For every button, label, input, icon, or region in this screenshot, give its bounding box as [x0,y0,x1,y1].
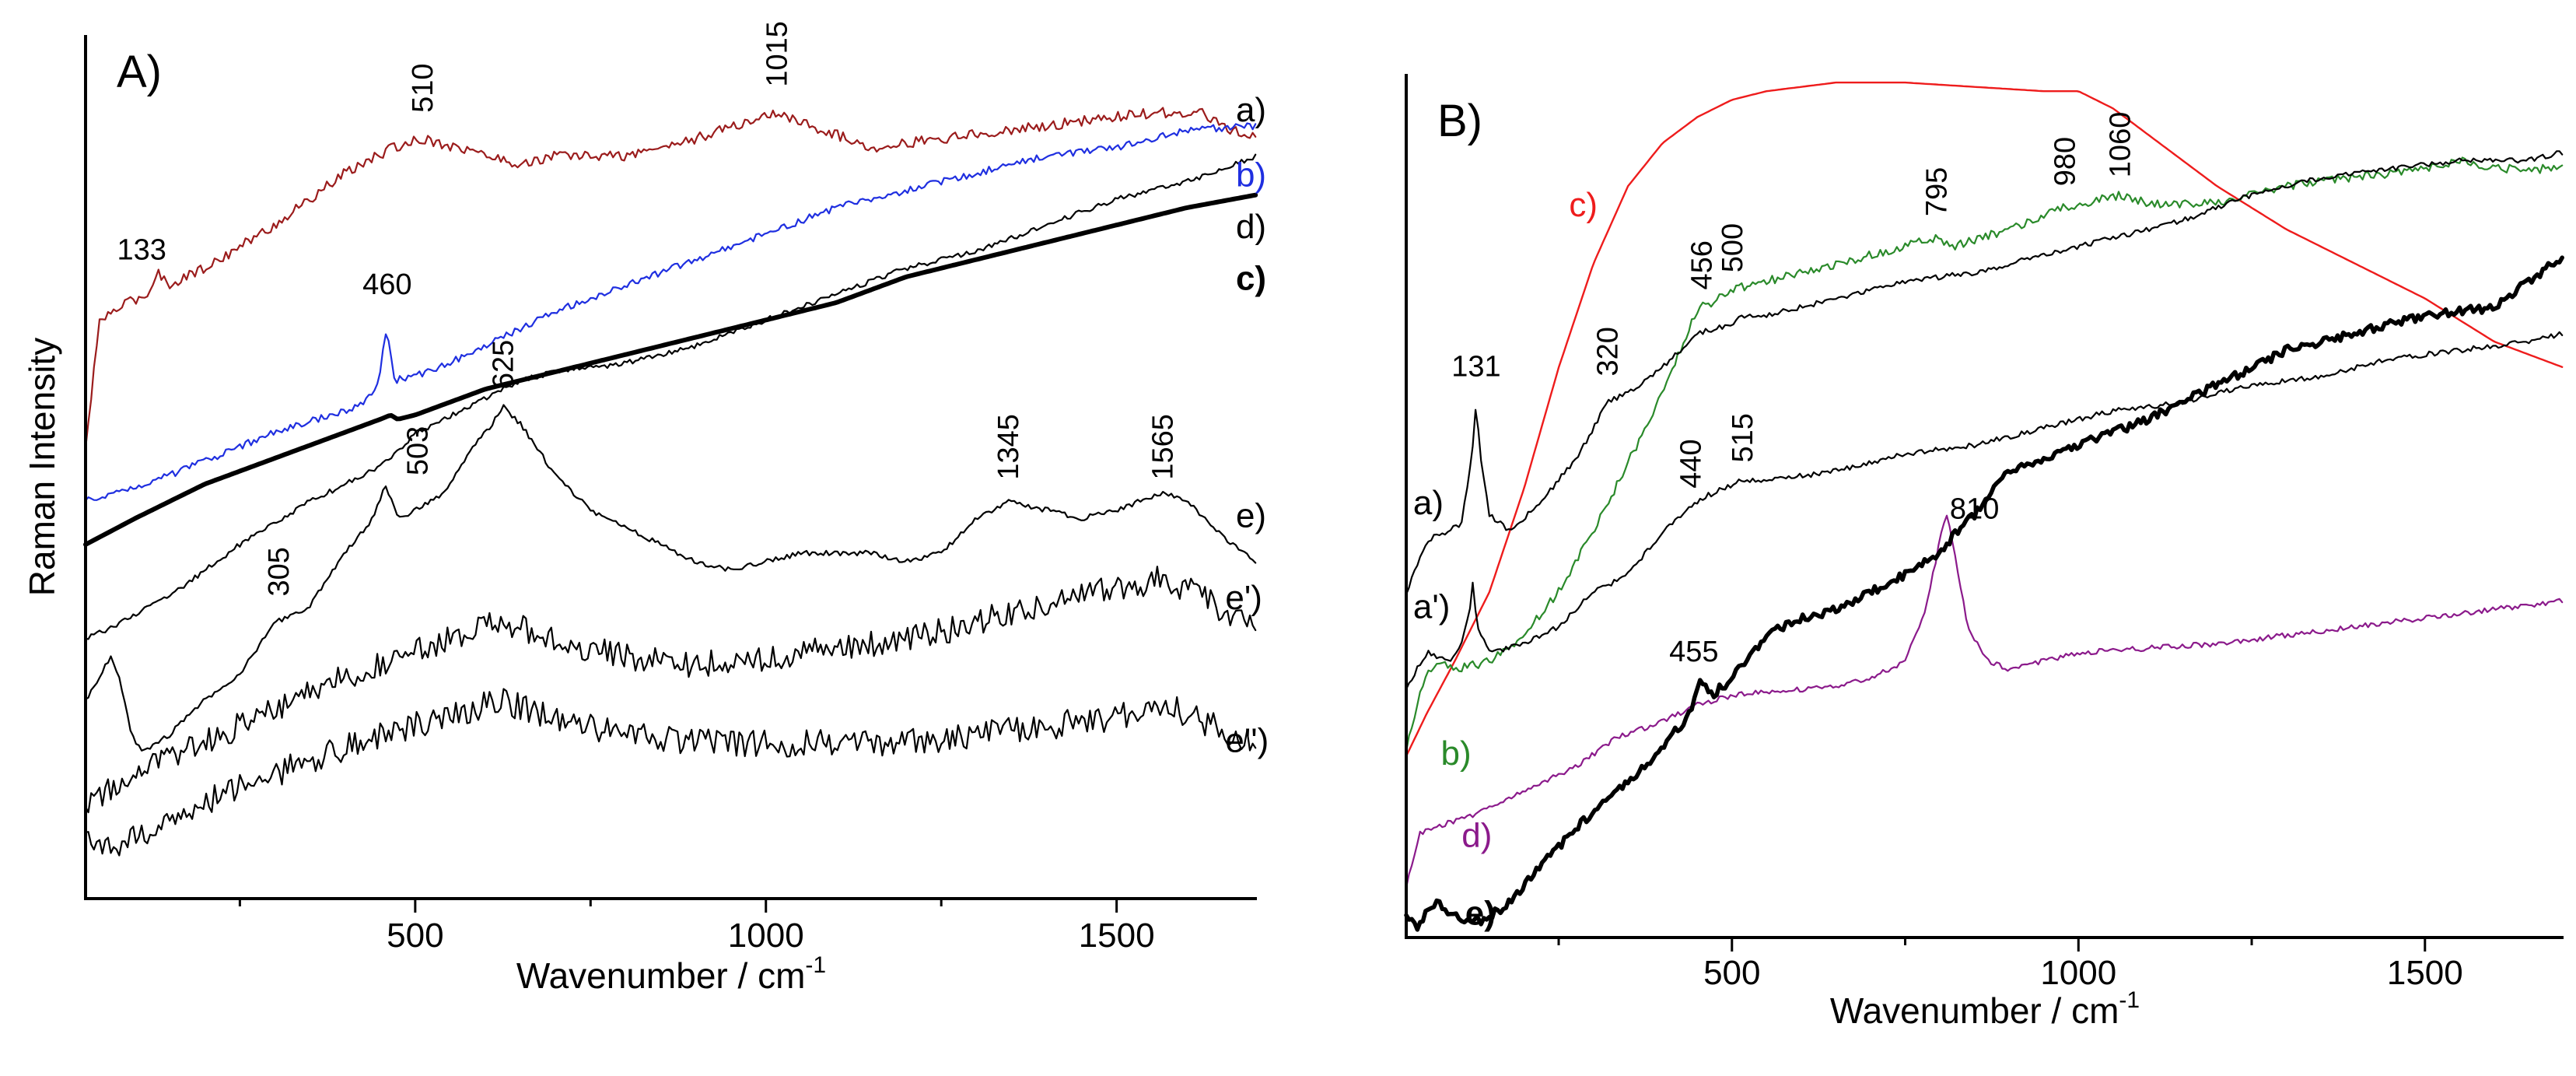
series-line-e [1404,255,2564,932]
curve-label: a) [1236,91,1266,129]
series-line-e-prime [84,566,1257,814]
peak-label: 1565 [1146,414,1179,480]
peak-label: 440 [1675,439,1707,488]
curve-label: d) [1236,208,1266,246]
series-line-c [1405,81,2564,758]
curve-label: a) [1413,484,1444,522]
series-line-e-prime-prime [84,688,1257,857]
panel-title: A) [117,47,162,97]
series-line-a [84,107,1257,450]
curve-label: a') [1413,587,1451,626]
curve-label: e) [1236,497,1266,535]
curve-label: b) [1441,734,1472,773]
axis-frame [84,35,1257,900]
peak-label: 980 [2049,137,2081,186]
curve-label: e'') [1225,721,1269,759]
x-tick-label: 1000 [2040,954,2116,992]
peak-label: 625 [488,340,520,389]
x-tick-label: 500 [387,917,443,955]
curve-label: c) [1236,259,1266,297]
series-line-d [1405,514,2564,889]
curve-label: d) [1461,816,1492,854]
peak-label: 500 [1717,223,1749,272]
peak-label: 455 [1669,636,1718,668]
series-line-a-prime [1405,331,2564,691]
series-line-b [84,122,1257,502]
x-tick-label: 1500 [1079,917,1155,955]
peak-label: 460 [362,268,411,301]
peak-label: 131 [1451,351,1500,384]
peak-label: 305 [263,547,296,596]
series-line-c [83,192,1258,547]
x-axis-label: Wavenumber / cm-1 [1830,987,2140,1031]
axis-frame [1405,74,2564,939]
panel-a: 500 1000 1500 Wavenumber / cm-1 Raman Intens… [22,21,1269,996]
peak-label: 515 [1727,413,1759,462]
peak-label: 1015 [761,21,793,87]
series-line-d [84,153,1257,640]
panel-b: 500 1000 1500 Wavenumber / cm-1 B) c) a) a') b) d… [1404,74,2564,1031]
peak-label: 456 [1686,240,1719,289]
peak-label: 810 [1950,493,1999,526]
peak-label: 320 [1591,327,1624,376]
x-tick-label: 500 [1703,954,1760,992]
series-line-a [1405,150,2564,596]
x-tick-label: 1500 [2387,954,2463,992]
peak-label: 503 [402,426,435,475]
series-line-b [1405,156,2564,753]
panel-title: B) [1437,96,1482,146]
y-axis-label: Raman Intensity [22,338,62,596]
peak-label: 795 [1921,167,1954,216]
curve-label: b) [1236,156,1266,194]
peak-label: 1060 [2105,112,2137,178]
peak-label: 510 [407,63,439,112]
x-axis-label: Wavenumber / cm-1 [516,952,826,996]
peak-label: 133 [117,234,166,267]
x-tick-label: 1000 [728,917,804,955]
series-line-e [84,404,1257,752]
curve-label: c) [1569,186,1598,224]
curve-label: e') [1225,579,1262,617]
peak-label: 1345 [992,414,1025,480]
curve-label: e) [1465,894,1496,932]
